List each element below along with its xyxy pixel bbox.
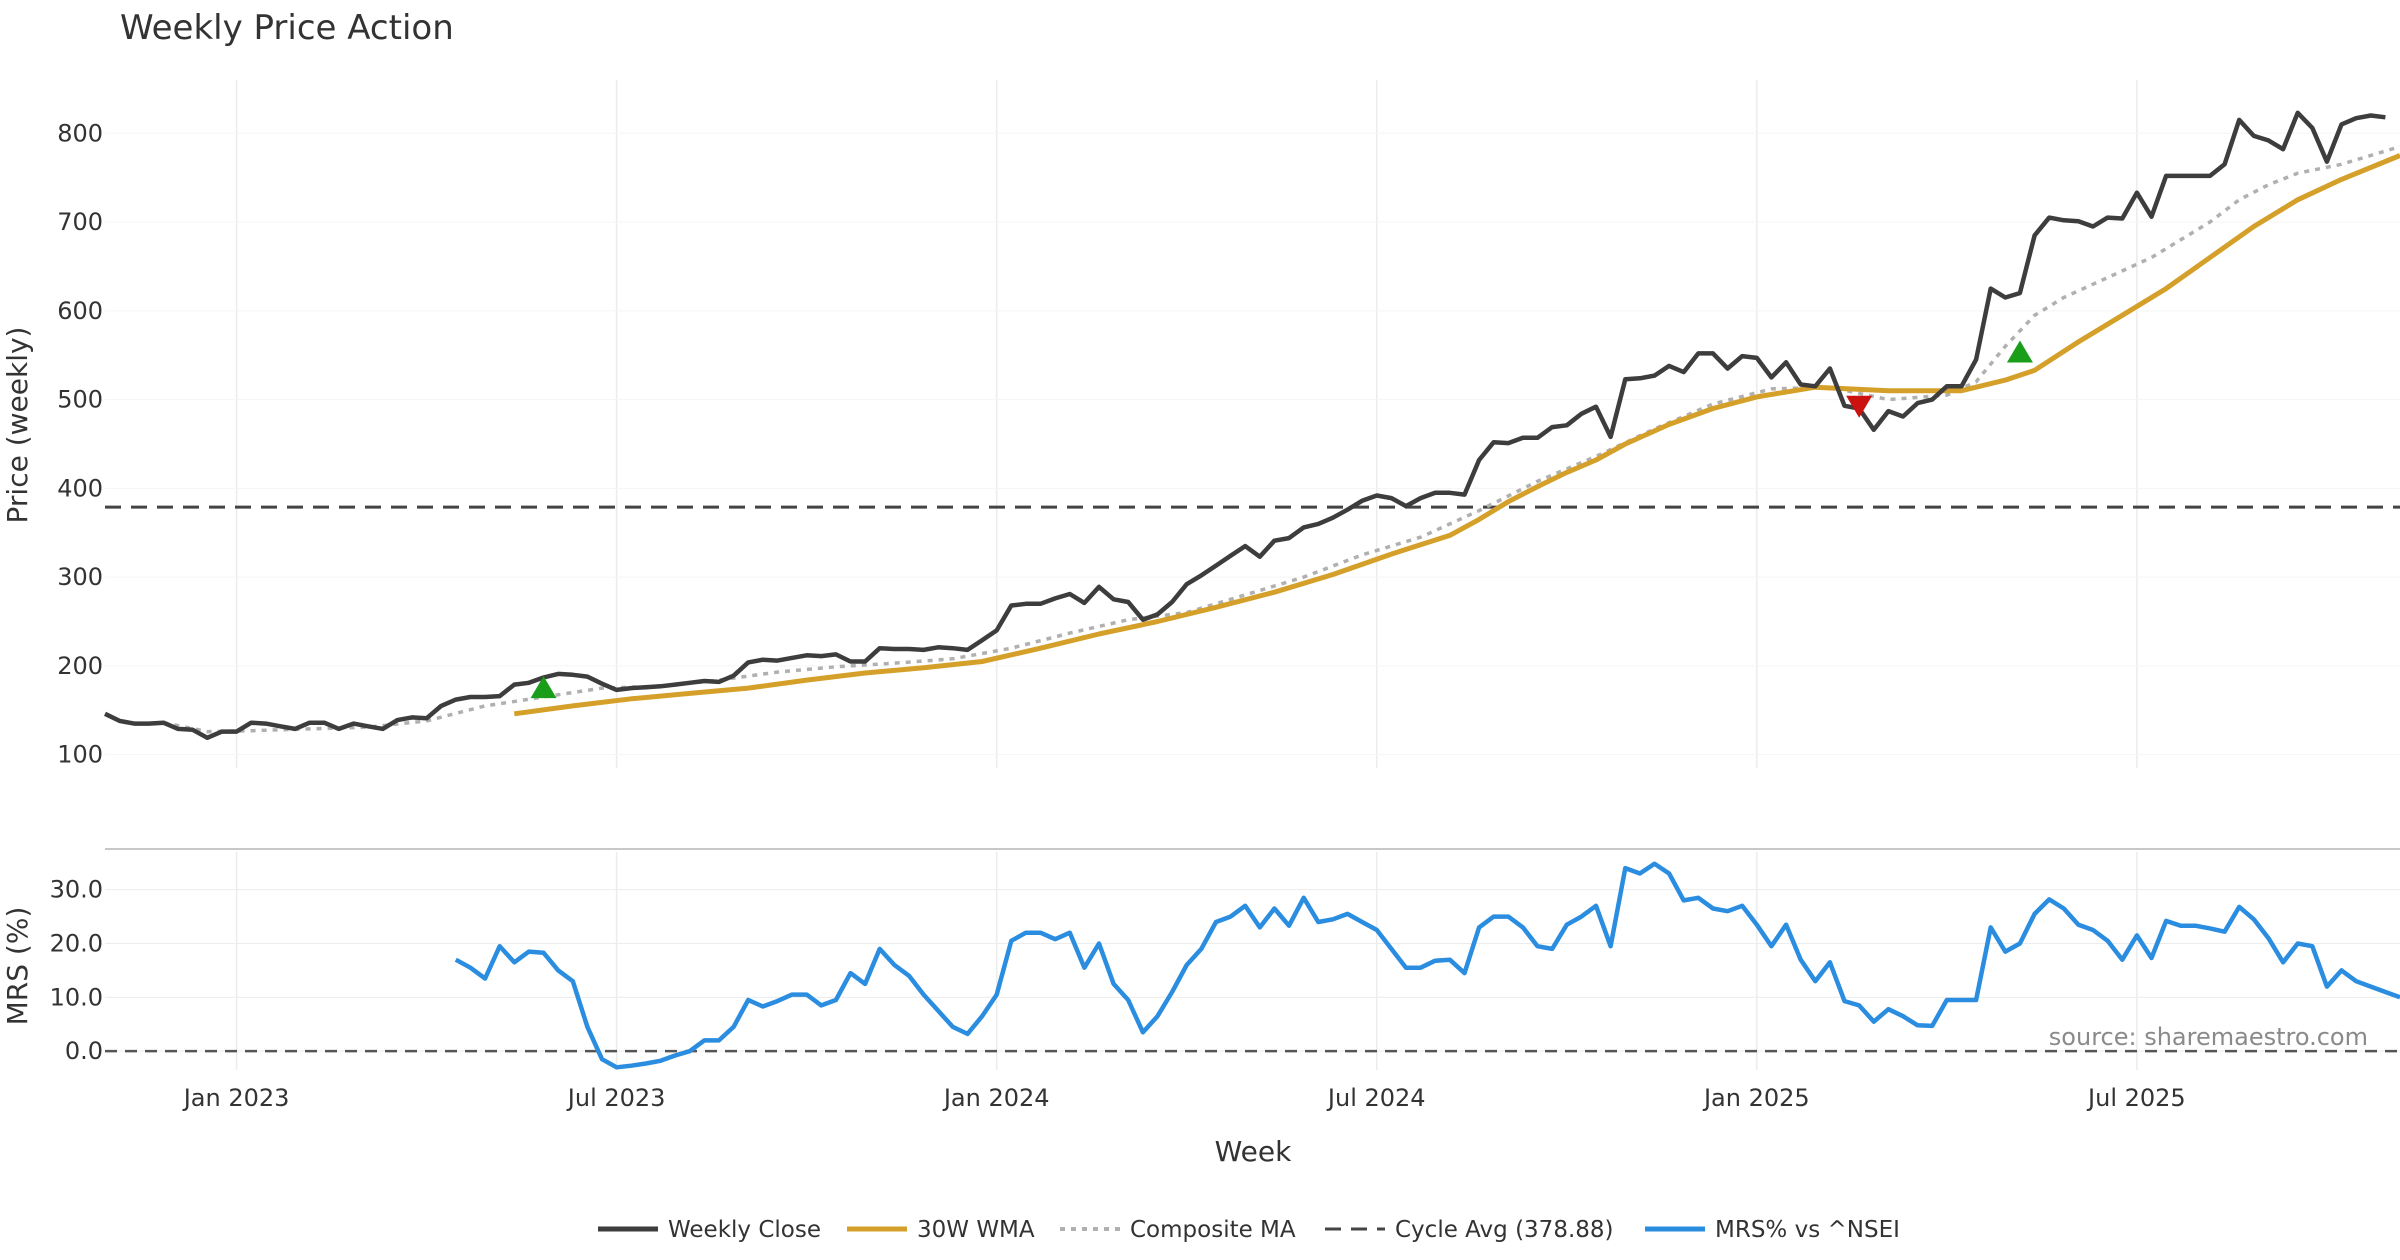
price-y-tick-label: 700: [57, 208, 103, 236]
x-axis: Jan 2023 Jul 2023 Jan 2024 Jul 2024 Jan 2025…: [182, 1084, 2186, 1112]
sell-signal-marker: [1846, 395, 1873, 418]
price-y-tick-label: 800: [57, 119, 103, 147]
legend-label: Cycle Avg (378.88): [1395, 1217, 1614, 1243]
mrs-y-tick-label: 10.0: [50, 983, 103, 1011]
legend-label: Weekly Close: [668, 1217, 821, 1243]
legend-label: MRS% vs ^NSEI: [1715, 1217, 1900, 1243]
source-credit: source: sharemaestro.com: [2049, 1023, 2368, 1051]
legend-label: 30W WMA: [917, 1217, 1035, 1243]
price-y-tick-label: 400: [57, 474, 103, 502]
grid-lines: [105, 80, 2400, 1070]
buy-signal-marker: [2006, 340, 2033, 363]
x-tick-label: Jul 2024: [1326, 1084, 1426, 1112]
buy-signal-marker: [530, 676, 557, 699]
price-y-tick-label: 600: [57, 297, 103, 325]
x-tick-label: Jul 2025: [2086, 1084, 2186, 1112]
mrs-y-tick-label: 30.0: [50, 876, 103, 904]
mrs-y-tick-label: 0.0: [65, 1037, 103, 1065]
composite-ma-line: [163, 144, 2400, 734]
mrs-panel: 0.0 10.0 20.0 30.0: [50, 861, 2400, 1070]
legend-label: Composite MA: [1130, 1217, 1296, 1243]
x-tick-label: Jul 2023: [566, 1084, 666, 1112]
x-tick-label: Jan 2024: [942, 1084, 1050, 1112]
price-y-tick-label: 300: [57, 563, 103, 591]
mrs-y-tick-label: 20.0: [50, 930, 103, 958]
chart-title: Weekly Price Action: [120, 8, 454, 48]
legend: Weekly Close 30W WMA Composite MA Cycle Avg…: [598, 1217, 1900, 1243]
weekly-close-line: [104, 110, 2386, 741]
price-y-tick-label: 500: [57, 386, 103, 414]
mrs-axis-label: MRS (%): [1, 907, 34, 1026]
price-panel: 100 200 300 400 500 600 700 800: [57, 110, 2400, 769]
x-tick-label: Jan 2023: [182, 1084, 290, 1112]
price-y-tick-label: 100: [57, 741, 103, 769]
wma-30w-line: [513, 153, 2400, 717]
x-tick-label: Jan 2025: [1702, 1084, 1810, 1112]
price-y-tick-label: 200: [57, 652, 103, 680]
price-axis-label: Price (weekly): [1, 327, 34, 524]
mrs-line: [454, 861, 2400, 1070]
x-axis-label: Week: [1215, 1135, 1292, 1168]
